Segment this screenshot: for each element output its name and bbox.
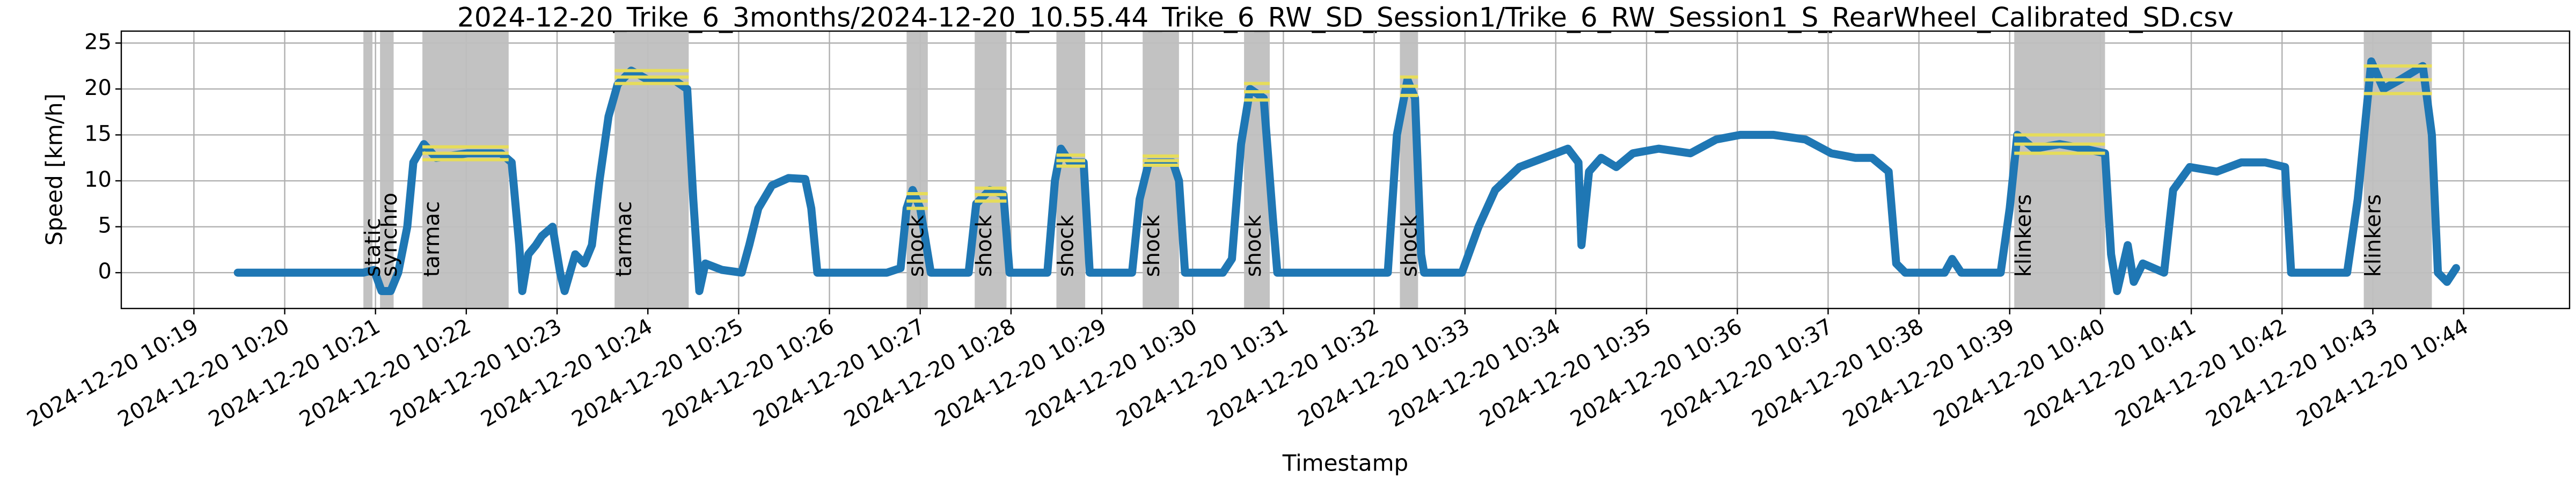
region-label: shock	[1397, 215, 1422, 277]
region	[2014, 31, 2105, 308]
region-label: shock	[1241, 215, 1266, 277]
region-label: klinkers	[2361, 194, 2386, 277]
region-label: shock	[904, 215, 928, 277]
region-label: shock	[1053, 215, 1078, 277]
region-label: tarmac	[612, 201, 636, 277]
chart-title: 2024-12-20_Trike_6_3months/2024-12-20_10…	[457, 2, 2234, 33]
y-tick-label: 25	[84, 30, 112, 54]
y-tick-label: 10	[84, 167, 112, 192]
y-tick-label: 20	[84, 76, 112, 100]
plot-frame	[120, 30, 2571, 310]
region-label: shock	[972, 215, 997, 277]
y-tick-label: 5	[98, 214, 112, 238]
plot-area	[233, 31, 2460, 308]
region-label: tarmac	[420, 201, 444, 277]
region	[906, 31, 928, 308]
x-axis-title: Timestamp	[1282, 450, 1408, 476]
y-tick-label: 0	[98, 259, 112, 284]
region-label: synchro	[377, 193, 402, 277]
region	[363, 31, 373, 308]
region-label: static	[361, 218, 385, 277]
region	[422, 31, 509, 308]
y-axis-title: Speed [km/h]	[41, 93, 68, 246]
region-label: shock	[1140, 215, 1165, 277]
region	[975, 31, 1007, 308]
region	[380, 31, 394, 308]
y-tick-label: 15	[84, 121, 112, 146]
region-label: klinkers	[2011, 194, 2036, 277]
